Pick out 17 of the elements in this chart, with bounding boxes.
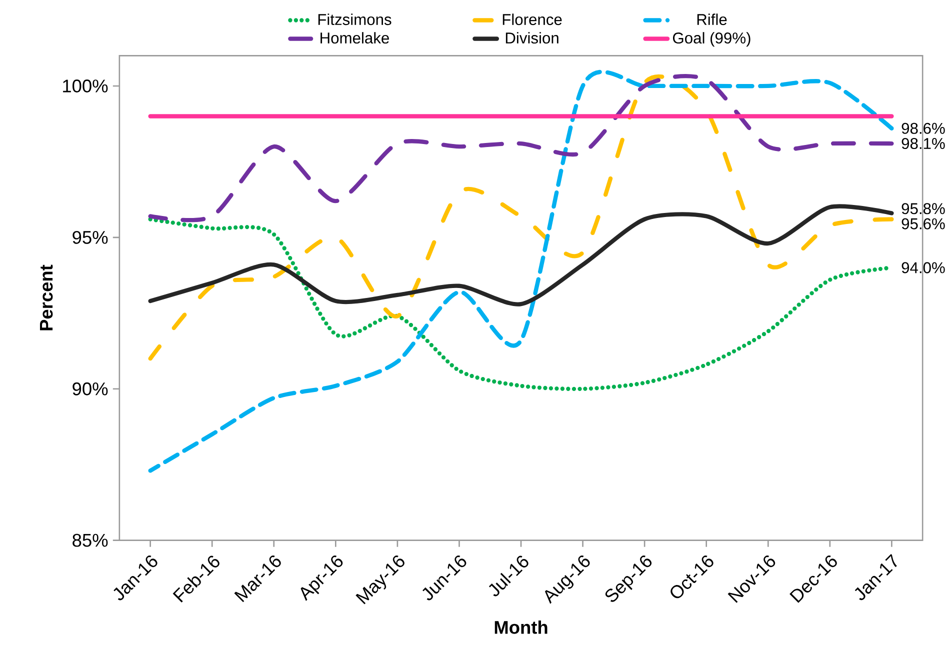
data-label: 94.0% — [902, 262, 945, 274]
y-tick-label: 100% — [63, 80, 108, 93]
x-axis-title: Month — [494, 620, 548, 634]
legend-label: Division — [506, 32, 558, 44]
data-label: 95.8% — [902, 203, 945, 214]
legend-label: Florence — [502, 14, 562, 26]
y-tick-label: 85% — [72, 534, 108, 547]
legend-label: Fitzsimons — [318, 14, 392, 26]
legend-label: Homelake — [320, 32, 389, 44]
legend-label: Goal (99%) — [672, 32, 750, 47]
y-axis-title: Percent — [40, 264, 53, 330]
y-tick-label: 95% — [72, 231, 108, 244]
data-label: 98.1% — [902, 138, 945, 150]
data-label: 98.6% — [902, 122, 945, 134]
data-label: 95.6% — [902, 218, 945, 230]
legend-label: Rifle — [697, 14, 727, 26]
y-tick-label: 90% — [72, 382, 108, 396]
